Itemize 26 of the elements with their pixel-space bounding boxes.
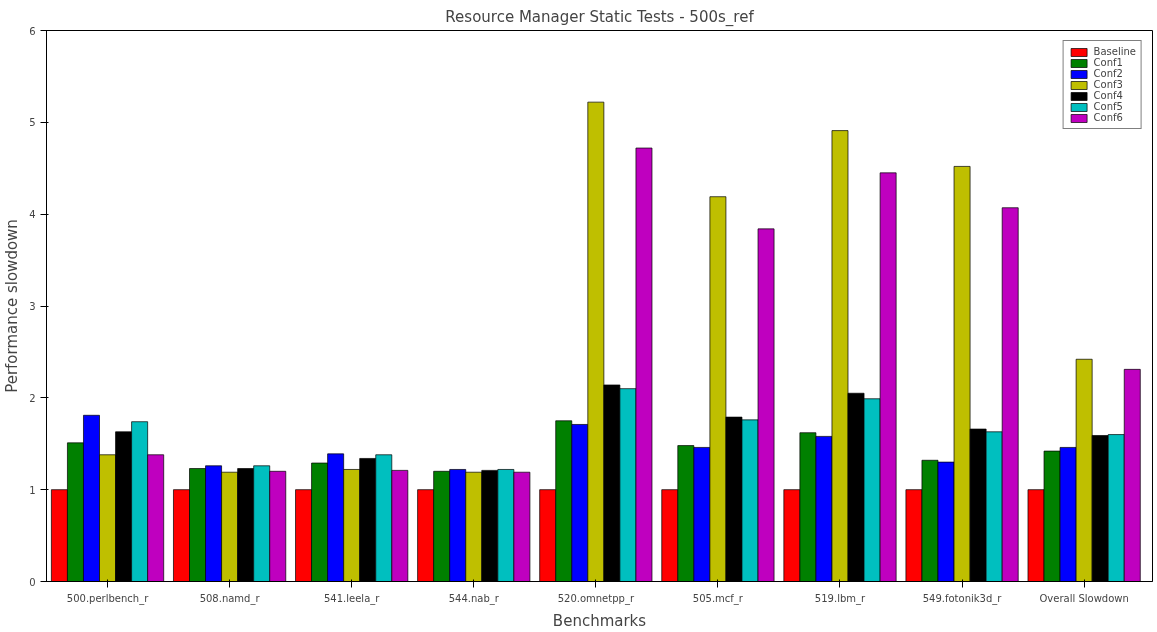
y-tick-label: 1	[29, 484, 36, 496]
y-tick-label: 2	[29, 392, 36, 404]
x-tick-label: 549.fotonik3d_r	[922, 592, 1003, 605]
x-axis-title: Benchmarks	[552, 611, 647, 630]
x-tick-label: 520.omnetpp_r	[557, 592, 635, 605]
legend-label: Conf5	[1093, 101, 1123, 112]
legend-label: Conf1	[1093, 57, 1123, 68]
x-tick-label: 541.leela_r	[324, 592, 381, 605]
x-tick-label: 544.nab_r	[448, 592, 500, 605]
y-tick-label: 4	[29, 209, 36, 221]
x-tick-label: 500.perlbench_r	[66, 592, 150, 605]
legend-label: Conf4	[1093, 90, 1123, 101]
x-tick-label: 519.lbm_r	[814, 592, 866, 605]
y-tick-label: 0	[29, 576, 36, 588]
y-tick-label: 5	[29, 117, 36, 129]
x-tick-label: 505.mcf_r	[692, 592, 744, 605]
legend-label: Conf6	[1093, 112, 1123, 123]
legend-label: Conf2	[1093, 68, 1123, 79]
y-axis-title: Performance slowdown	[3, 219, 22, 393]
y-tick-label: 6	[29, 25, 36, 37]
legend-label: Baseline	[1093, 46, 1136, 57]
x-tick-label: 508.namd_r	[199, 592, 261, 605]
chart-title: Resource Manager Static Tests - 500s_ref	[445, 7, 755, 27]
x-tick-label: Overall Slowdown	[1039, 592, 1129, 604]
legend-label: Conf3	[1093, 79, 1123, 90]
y-tick-label: 3	[29, 301, 36, 312]
